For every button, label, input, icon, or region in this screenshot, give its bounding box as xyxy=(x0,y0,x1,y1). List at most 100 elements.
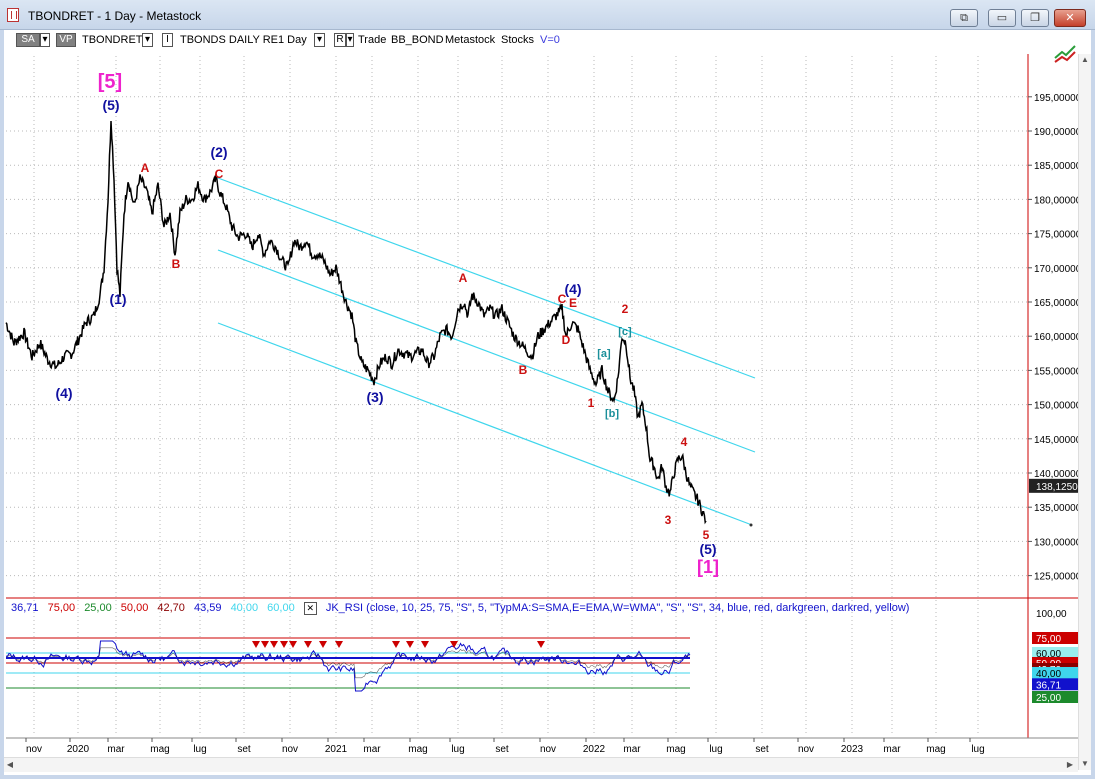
sell-signal-arrow xyxy=(392,641,400,648)
time-tick-label: nov xyxy=(282,744,298,755)
wave-label-minor: 4 xyxy=(681,435,688,449)
time-tick-label: lug xyxy=(193,744,206,755)
price-tick-label: 185,00000 xyxy=(1034,161,1082,172)
rsi-value-box-label: 40,00 xyxy=(1036,669,1061,680)
time-tick-label: set xyxy=(237,744,251,755)
price-tick-label: 150,00000 xyxy=(1034,401,1082,412)
window-title: TBONDRET - 1 Day - Metastock xyxy=(28,9,202,23)
wave-label-minor: D xyxy=(562,333,571,347)
wave-label-primary: (4) xyxy=(55,385,72,401)
wave-label-minor: B xyxy=(519,363,528,377)
period-dropdown-icon[interactable]: ▾ xyxy=(314,33,325,47)
price-tick-label: 145,00000 xyxy=(1034,435,1082,446)
wave-label-minor: B xyxy=(172,257,181,271)
sell-signal-arrow xyxy=(537,641,545,648)
rsi-value-lower: 25,00 xyxy=(84,602,112,615)
wave-label-minor: 1 xyxy=(588,396,595,410)
maximize-button[interactable]: ❐ xyxy=(1021,9,1049,27)
vertical-scrollbar[interactable]: ▲ ▼ xyxy=(1078,54,1091,770)
wave-label-primary: (4) xyxy=(564,281,581,297)
scroll-left-icon[interactable]: ◀ xyxy=(6,760,14,769)
price-tick-label: 175,00000 xyxy=(1034,230,1082,241)
rsi-formula: JK_RSI (close, 10, 25, 75, "S", 5, "TypM… xyxy=(325,602,910,615)
rsi-axis: 100,0075,0060,0050,0042,7040,0036,7125,0… xyxy=(1032,609,1088,704)
time-tick-label: lug xyxy=(971,744,984,755)
time-axis-labels: nov 2020 mar mag lug set nov 2021 mar mag lug set no… xyxy=(25,738,985,755)
rsi-value-box xyxy=(1032,647,1088,659)
sell-signal-arrow xyxy=(335,641,343,648)
trade-label: Trade xyxy=(358,34,387,46)
rsi-panel xyxy=(5,637,691,692)
sell-signal-arrow xyxy=(304,641,312,648)
restore-layout-button[interactable]: ⧉ xyxy=(950,9,978,27)
rsi-value-box-label: 60,00 xyxy=(1036,649,1061,660)
sell-signal-arrow xyxy=(280,641,288,648)
wave-label-minor: C xyxy=(558,292,567,306)
time-tick-label: set xyxy=(495,744,509,755)
wave-label-minor: 3 xyxy=(665,513,672,527)
wave-label-primary: (3) xyxy=(366,389,383,405)
sell-signal-arrow xyxy=(319,641,327,648)
rsi-value-band-high: 60,00 xyxy=(267,602,295,615)
window-frame xyxy=(0,30,1095,779)
price-tick-label: 165,00000 xyxy=(1034,298,1082,309)
wave-label-sub: [b] xyxy=(605,408,619,420)
app-icon xyxy=(7,8,19,22)
system-label: BB_BOND xyxy=(391,34,444,46)
price-tick-label: 135,00000 xyxy=(1034,503,1082,514)
scroll-up-icon[interactable]: ▲ xyxy=(1081,55,1089,64)
time-tick-label: mar xyxy=(623,744,641,755)
security-info-button[interactable]: I xyxy=(162,33,173,47)
symbol-dropdown-icon[interactable]: ▾ xyxy=(142,33,153,47)
time-tick-label: 2022 xyxy=(583,744,606,755)
close-button[interactable]: ✕ xyxy=(1054,9,1086,27)
wave-label-sub: [a] xyxy=(597,348,611,360)
rsi-line xyxy=(5,640,691,692)
rsi-ma-line xyxy=(5,647,691,679)
minimize-button[interactable]: ▭ xyxy=(988,9,1016,27)
time-tick-label: nov xyxy=(798,744,814,755)
time-tick-label: nov xyxy=(26,744,42,755)
time-tick-label: nov xyxy=(540,744,556,755)
wave-label-minor: 5 xyxy=(703,528,710,542)
wave-label-primary: (1) xyxy=(109,291,126,307)
price-tick-label: 195,00000 xyxy=(1034,93,1082,104)
symbol-label: TBONDRET xyxy=(82,34,143,46)
rsi-value-box-label: 36,71 xyxy=(1036,680,1061,691)
rsi-value-box-label: 25,00 xyxy=(1036,693,1061,704)
rsi-value-box xyxy=(1032,678,1088,691)
price-tick-label: 125,00000 xyxy=(1034,572,1082,583)
wave-label-sub: [c] xyxy=(618,326,632,338)
wave-label-minor: A xyxy=(141,161,150,175)
volume-label: V=0 xyxy=(540,34,560,46)
sell-signal-arrow xyxy=(421,641,429,648)
period-label: 1 Day xyxy=(278,34,307,46)
price-axis-labels: 195,00000 190,00000 185,00000 180,00000 175,… xyxy=(1028,93,1082,583)
sell-signal-arrow xyxy=(270,641,278,648)
rsi-value-avg: 43,59 xyxy=(193,602,222,615)
chart-status-icon[interactable] xyxy=(1052,42,1078,64)
price-tick-label: 130,00000 xyxy=(1034,537,1082,548)
rsi-close-icon[interactable]: ✕ xyxy=(303,602,317,615)
rsi-header: 36,71 75,00 25,00 50,00 42,70 43,59 40,0… xyxy=(11,602,915,616)
r-button[interactable]: R xyxy=(334,33,346,47)
horizontal-scrollbar[interactable]: ◀ ▶ xyxy=(4,757,1078,772)
vp-button[interactable]: VP xyxy=(56,33,76,47)
time-tick-label: mar xyxy=(883,744,901,755)
price-tick-label: 160,00000 xyxy=(1034,332,1082,343)
chart-toolbar: SA ▾ VP TBONDRET ▾ I TBONDS DAILY RE 1 D… xyxy=(8,33,908,49)
scroll-right-icon[interactable]: ▶ xyxy=(1066,760,1074,769)
wave-label-primary: (5) xyxy=(102,97,119,113)
time-tick-label: mag xyxy=(666,744,685,755)
price-tick-label: 190,00000 xyxy=(1034,127,1082,138)
wave-label-minor: C xyxy=(215,167,224,181)
time-tick-label: mag xyxy=(926,744,945,755)
marker-dot xyxy=(749,523,753,527)
trend-channel xyxy=(217,177,756,526)
sa-dropdown-icon[interactable]: ▾ xyxy=(40,33,50,47)
wave-label-primary: (2) xyxy=(210,144,227,160)
r-dropdown-icon[interactable]: ▾ xyxy=(346,33,354,47)
scroll-down-icon[interactable]: ▼ xyxy=(1081,759,1089,768)
rsi-value-band-low: 40,00 xyxy=(230,602,259,615)
sa-button[interactable]: SA xyxy=(16,33,40,47)
